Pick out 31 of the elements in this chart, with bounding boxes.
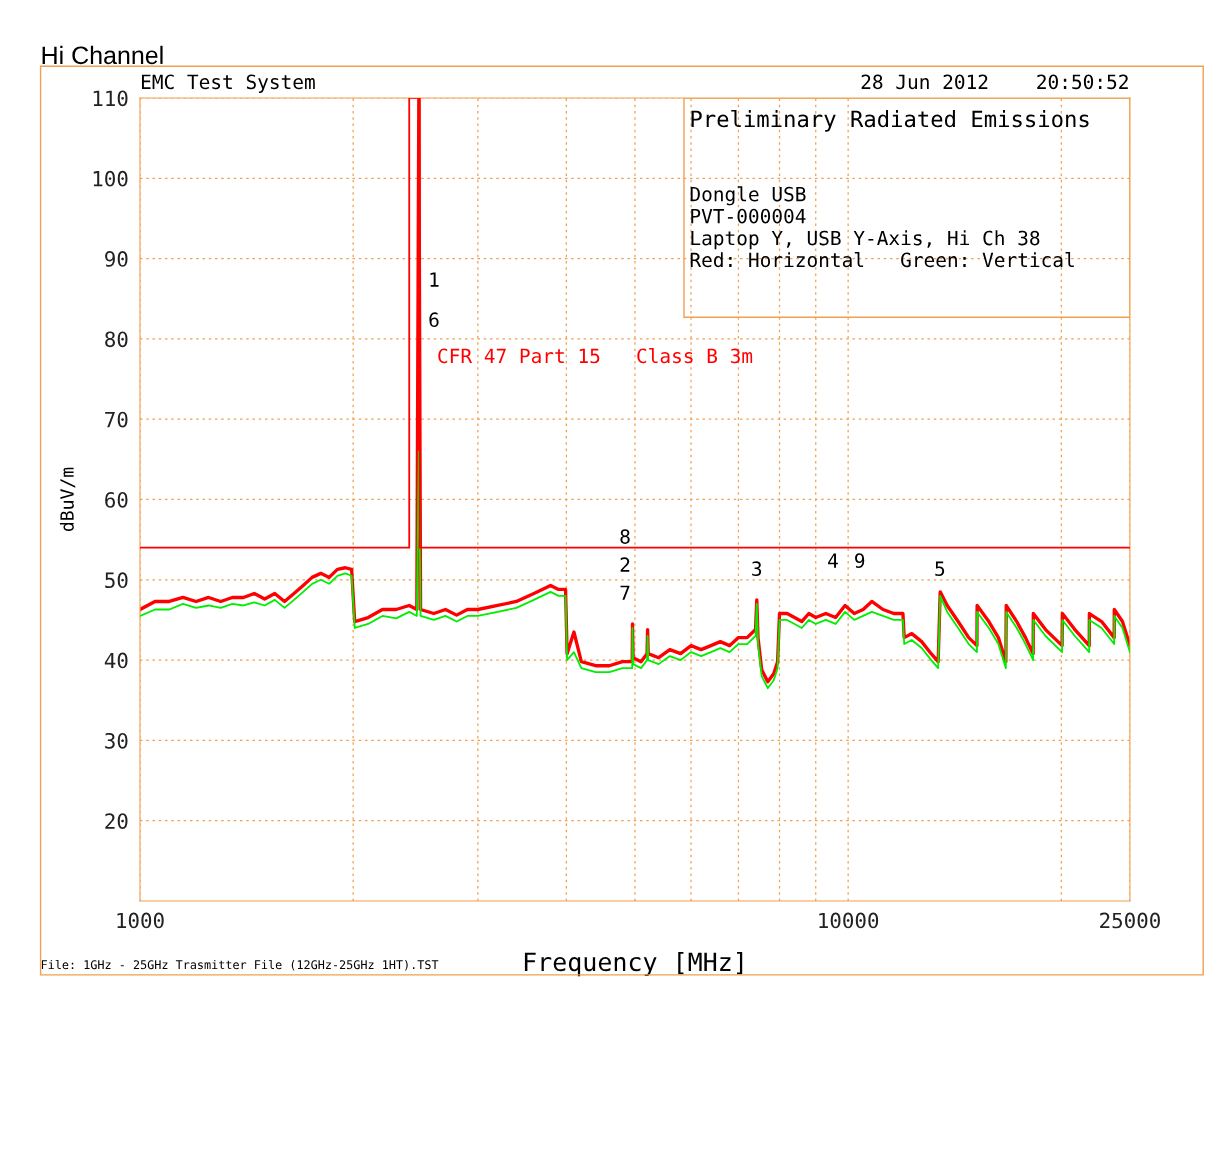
annotation: Dongle USB PVT-000004 Laptop Y, USB Y-Axis, Hi Ch 38 Red: Horizontal Green: Vertical [690, 186, 1074, 268]
y-tick-label: 80 [105, 331, 128, 348]
chart-title: Hi Channel [42, 45, 163, 65]
annotation: 5 [935, 561, 945, 577]
x-tick-label: 25000 [1100, 912, 1160, 929]
x-tick-label: 10000 [819, 912, 879, 929]
y-tick-label: 110 [93, 90, 128, 107]
annotation: 2 [620, 557, 630, 572]
annotation: 3 [752, 561, 762, 577]
annotation: 6 [429, 312, 439, 328]
y-tick-label: 20 [105, 813, 128, 829]
text: EMC Test System [141, 74, 315, 93]
text: File: 1GHz - 25GHz Trasmitter File (12GHz-25GHz 1HT).TST [41, 959, 439, 971]
y-tick-label: 40 [104, 652, 128, 669]
y-tick-label: 70 [105, 411, 128, 428]
y-tick-label: 90 [105, 251, 128, 267]
x-tick-label: 1000 [117, 912, 164, 929]
y-tick-label: 50 [105, 572, 128, 589]
annotation: 9 [855, 553, 865, 568]
y-tick-label: 60 [105, 491, 128, 508]
annotation: 4 [828, 553, 838, 568]
y-axis-title: dBuV/m [59, 467, 76, 532]
y-tick-label: 100 [93, 170, 128, 187]
text: 28 Jun 2012 20:50:52 [861, 74, 1128, 90]
annotation: 7 [620, 585, 630, 600]
x-axis-title: Frequency [MHz] [524, 951, 743, 977]
annotation: 8 [620, 529, 630, 544]
y-tick-label: 30 [105, 732, 128, 749]
annotation: 1 [430, 272, 439, 287]
series-label: CFR 47 Part 15 Class B 3m [438, 348, 753, 364]
annotation: Preliminary Radiated Emissions [691, 110, 1089, 132]
